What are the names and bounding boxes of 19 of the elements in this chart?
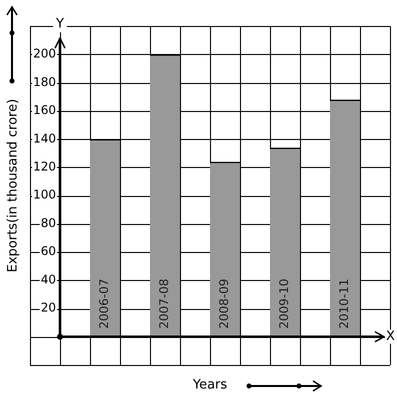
y-tick-label: 80 [40, 216, 56, 230]
x-tick-label: 2006-07 [97, 278, 112, 329]
y-tick-label: 60 [40, 244, 56, 258]
y-tick-label: 200 [33, 46, 56, 61]
y-tick-label: 100 [33, 188, 56, 202]
y-tick-label: 140 [33, 131, 56, 146]
x-tick-label: 2010-11 [337, 278, 352, 329]
y-axis-title: Exports(in thousand crore) [5, 98, 20, 272]
y-tick-label: 40 [40, 272, 56, 286]
x-tick-label: 2008-09 [217, 278, 232, 329]
x-tick-label: 2007-08 [157, 278, 172, 329]
x-tick-label: 2009-10 [277, 278, 292, 329]
annotation: X [386, 329, 395, 344]
y-tick-label: 120 [33, 159, 56, 174]
y-tick-label: 20 [40, 300, 56, 315]
y-tick-label: 160 [33, 103, 56, 118]
y-tick-label: 180 [33, 74, 56, 89]
x-axis-title: Years [192, 377, 228, 392]
annotation: Y [55, 16, 64, 32]
